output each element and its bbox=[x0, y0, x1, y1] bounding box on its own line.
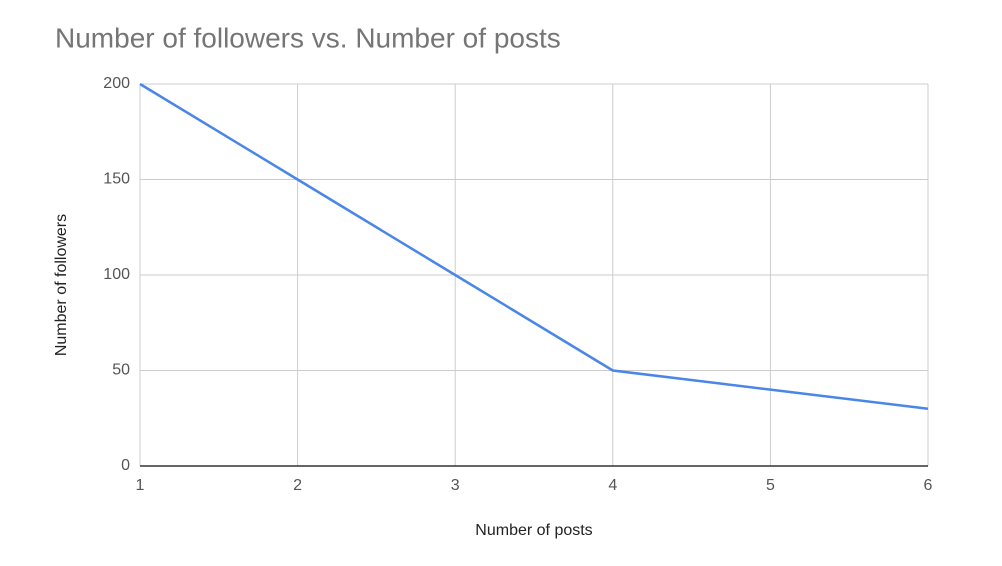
x-tick-label: 4 bbox=[608, 477, 617, 494]
x-tick-label: 3 bbox=[451, 477, 460, 494]
y-tick-label: 200 bbox=[103, 75, 130, 92]
y-tick-label: 100 bbox=[103, 266, 130, 283]
x-tick-label: 5 bbox=[766, 477, 775, 494]
y-tick-label: 150 bbox=[103, 171, 130, 188]
chart-title: Number of followers vs. Number of posts bbox=[55, 22, 561, 53]
y-tick-label: 0 bbox=[121, 457, 130, 474]
x-tick-label: 2 bbox=[293, 477, 302, 494]
y-axis-label: Number of followers bbox=[53, 214, 70, 356]
data-line bbox=[139, 82, 929, 410]
x-axis-label: Number of posts bbox=[475, 522, 592, 539]
x-tick-label: 6 bbox=[924, 477, 933, 494]
x-tick-label: 1 bbox=[136, 477, 145, 494]
y-tick-label: 50 bbox=[112, 362, 130, 379]
